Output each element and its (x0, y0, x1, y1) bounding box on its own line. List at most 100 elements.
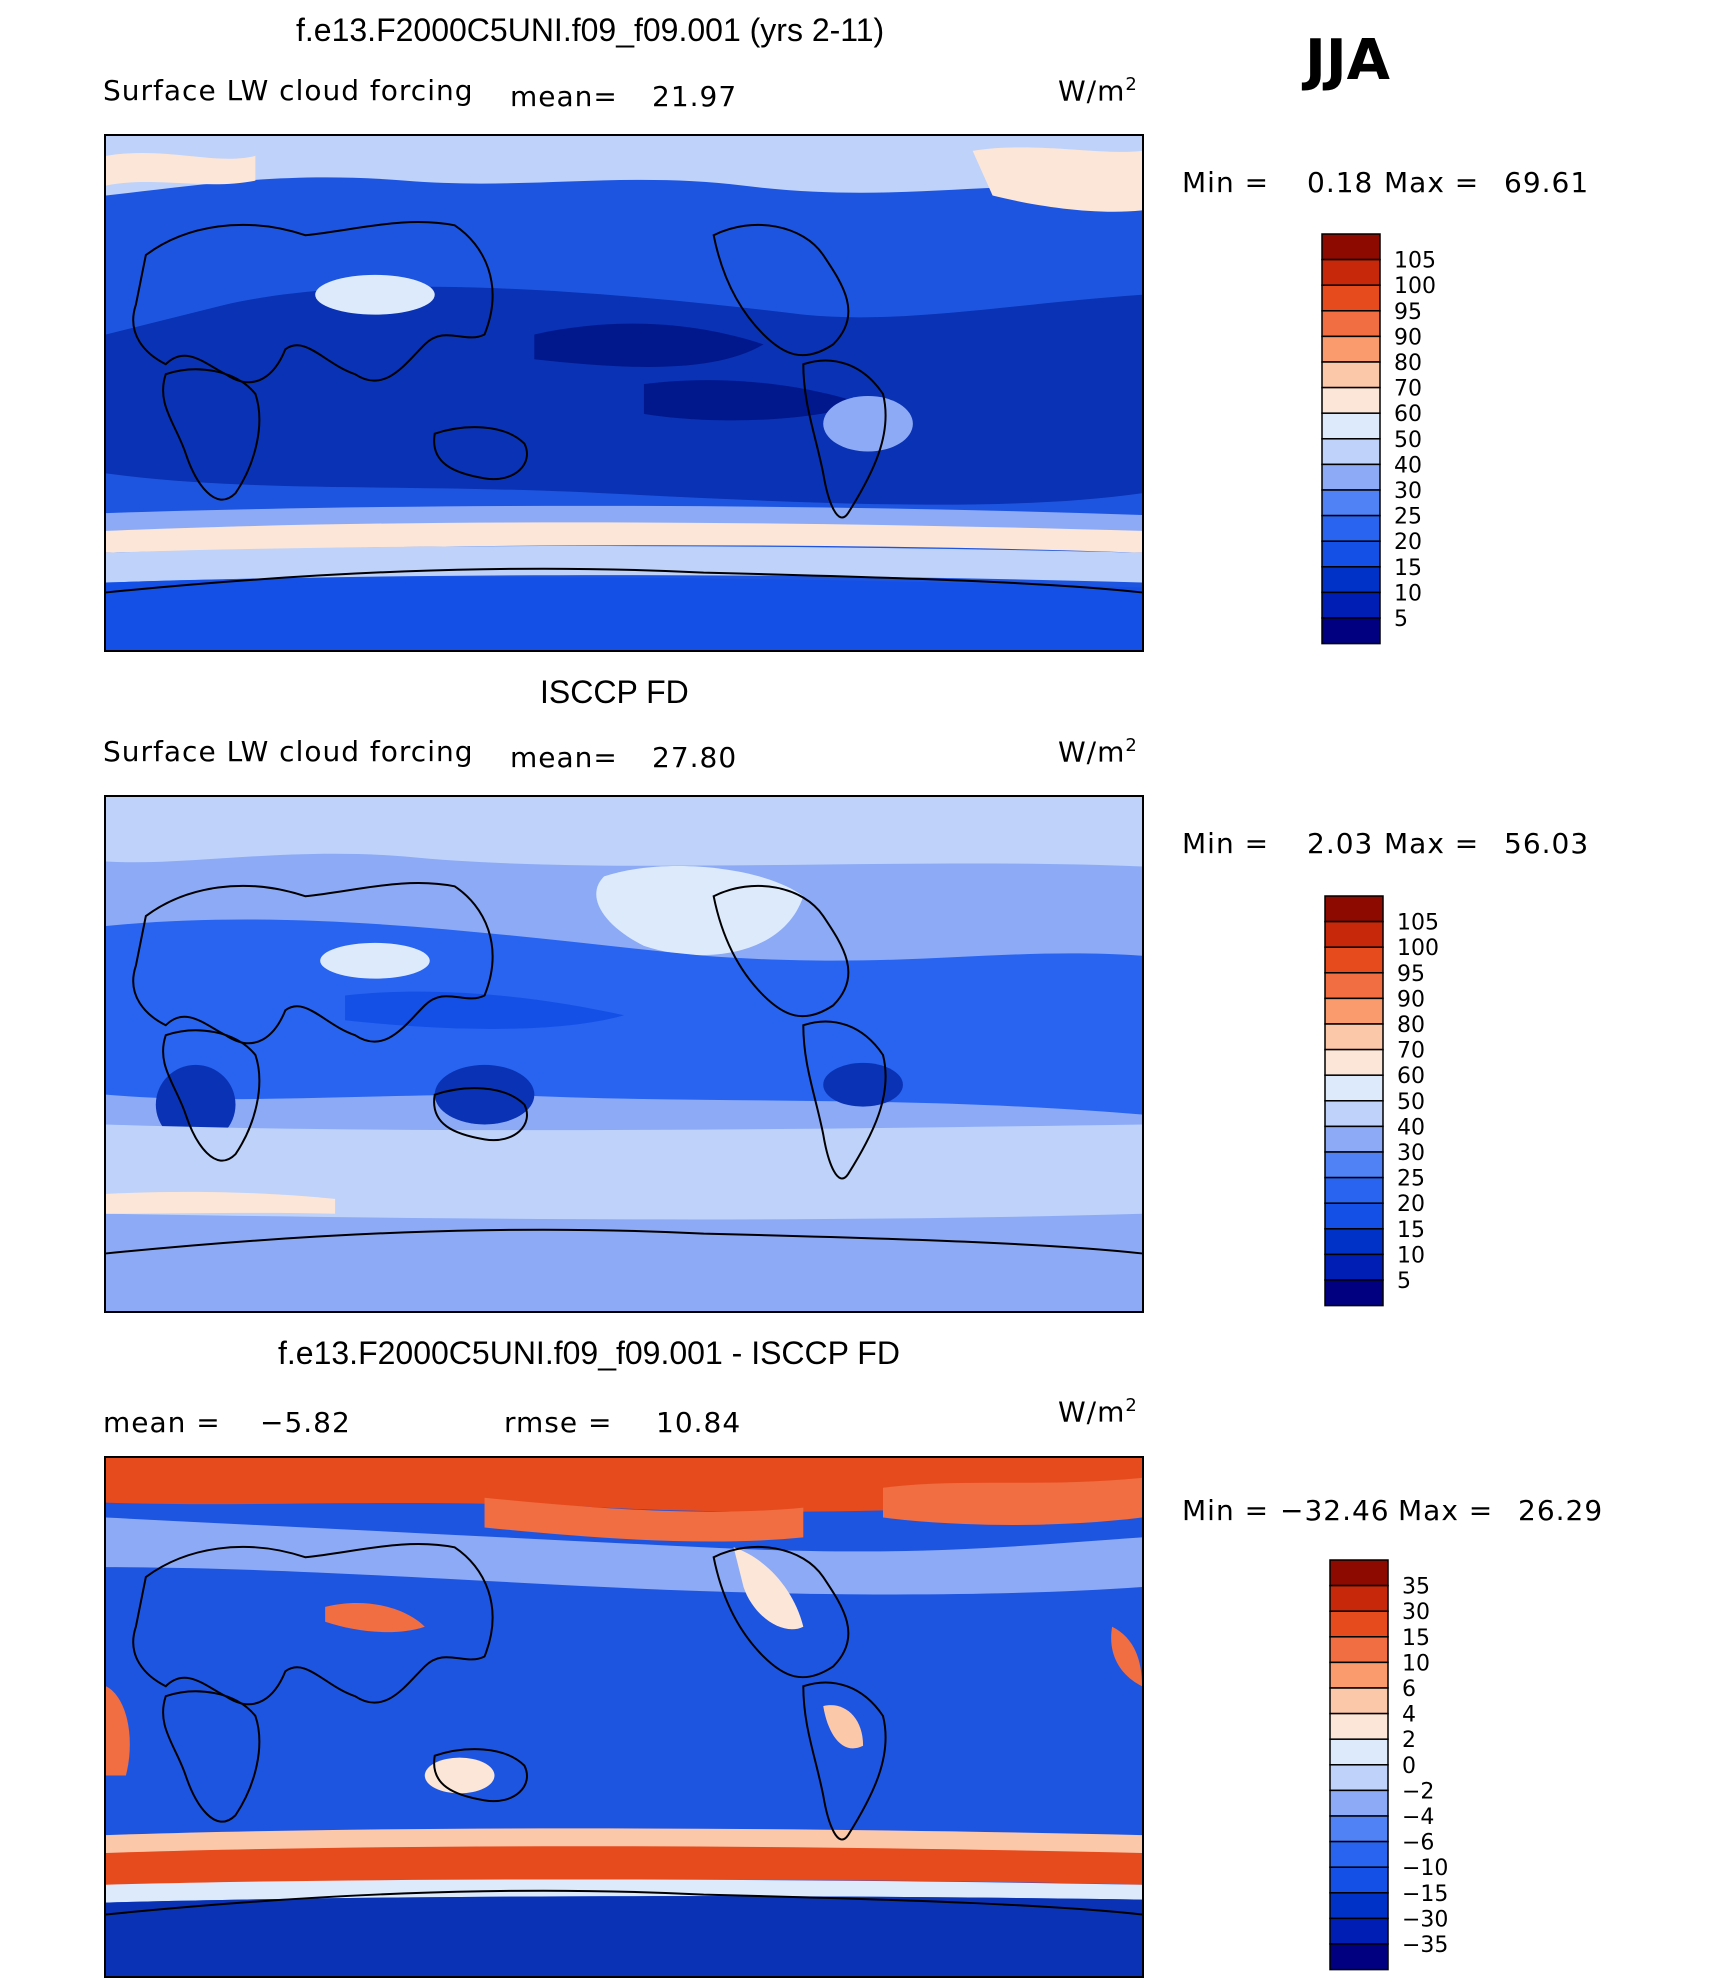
colorbar-1-label-13: 100 (1397, 936, 1439, 961)
colorbar-1-label-2: 15 (1397, 1218, 1425, 1243)
colorbar-1-label-1: 10 (1397, 1243, 1425, 1268)
p2-antarctica-field (106, 1243, 1142, 1311)
panel3-max-value: 26.29 (1518, 1494, 1604, 1527)
colorbar-1-label-12: 95 (1397, 962, 1425, 987)
colorbar-0-box-1 (1321, 591, 1381, 619)
p1-arctic-warm (106, 152, 256, 186)
p3-samerica-coast (802, 1681, 887, 1841)
colorbar-1-label-0: 5 (1397, 1269, 1411, 1294)
colorbar-2-label-4: −6 (1402, 1831, 1434, 1856)
colorbar-0-label-11: 90 (1394, 325, 1422, 350)
colorbar-2-label-6: −2 (1402, 1779, 1434, 1804)
panel3-field (106, 1458, 1142, 1976)
colorbar-1-label-5: 30 (1397, 1141, 1425, 1166)
p3-atlantic-warm (1111, 1626, 1142, 1687)
colorbar-0-label-2: 15 (1394, 556, 1422, 581)
panel3-mean-value: −5.82 (260, 1406, 351, 1439)
colorbar-1-box-13 (1324, 946, 1384, 974)
colorbar-2-label-14: 35 (1402, 1575, 1430, 1600)
colorbar-2-box-13 (1329, 1610, 1389, 1638)
panel3-min-value: −32.46 (1280, 1494, 1390, 1527)
colorbar-2-label-11: 10 (1402, 1651, 1430, 1676)
colorbar-0-box-13 (1321, 284, 1381, 312)
p3-eurasia-coast (132, 1542, 494, 1706)
colorbar-2-label-9: 4 (1402, 1703, 1416, 1728)
colorbar-2-box-12 (1329, 1636, 1389, 1664)
colorbar-0-box-10 (1321, 361, 1381, 389)
colorbar-2-label-7: 0 (1402, 1754, 1416, 1779)
p1-namerica-coast (712, 223, 850, 357)
panel1-max-value: 69.61 (1504, 166, 1590, 199)
colorbar-2-box-6 (1329, 1789, 1389, 1817)
p3-antarctic-dark (106, 1896, 1142, 1976)
colorbar-2-box-3 (1329, 1866, 1389, 1894)
colorbar-1-box-5 (1324, 1151, 1384, 1179)
panel3-map (104, 1456, 1144, 1978)
colorbar-0-label-4: 25 (1394, 505, 1422, 530)
colorbar-1-label-3: 20 (1397, 1192, 1425, 1217)
p3-coastlines (106, 1542, 1142, 1916)
colorbar-2-box-9 (1329, 1712, 1389, 1740)
p3-australia-coast (433, 1748, 528, 1803)
p2-australia-coast (433, 1087, 528, 1142)
colorbar-1-box-3 (1324, 1202, 1384, 1230)
p3-midlat-light (106, 1517, 1142, 1595)
colorbar-1-box-8 (1324, 1074, 1384, 1102)
colorbar-0-box-2 (1321, 566, 1381, 594)
p1-antarctica-field (106, 577, 1142, 650)
panel1-colorbar: 105 100 95 90 80 70 60 50 40 30 25 20 15 10 5 (1320, 232, 1470, 647)
panel1-units: W/m2 (1058, 74, 1138, 108)
panel3-max-label: Max = (1398, 1494, 1494, 1527)
panel2-min-value: 2.03 (1307, 827, 1374, 860)
p2-namerica-coast (712, 884, 850, 1018)
p2-npacific-light (596, 866, 804, 956)
p3-antarctica-coast (106, 1889, 1142, 1916)
panel1-map (104, 134, 1144, 652)
p3-westafrica-warm (106, 1686, 130, 1776)
colorbar-1-box-10 (1324, 1023, 1384, 1051)
colorbar-1-box-9 (1324, 1048, 1384, 1076)
panel1-min-label: Min = (1182, 166, 1270, 199)
colorbar-0-label-6: 40 (1394, 453, 1422, 478)
panel1-mean-value: 21.97 (652, 80, 738, 113)
colorbar-0-box-0 (1321, 617, 1381, 645)
p1-africa-coast (162, 368, 261, 501)
panel2-title: ISCCP FD (540, 674, 689, 710)
colorbar-1-label-11: 90 (1397, 987, 1425, 1012)
colorbar-0-label-7: 50 (1394, 428, 1422, 453)
colorbar-0-box-12 (1321, 310, 1381, 338)
panel2-field (106, 797, 1142, 1311)
colorbar-0-box-14 (1321, 258, 1381, 286)
p3-greenland-orange (883, 1477, 1142, 1525)
panel3-rmse-label: rmse = (504, 1406, 613, 1439)
colorbar-0-label-0: 5 (1394, 607, 1408, 632)
colorbar-0-label-10: 80 (1394, 351, 1422, 376)
panel3-colorbar: 35 30 15 10 6 4 2 0 −2 −4 −6 −10 −15 −30 −35 (1328, 1558, 1478, 1973)
colorbar-0-box-15 (1321, 233, 1381, 261)
colorbar-1-box-15 (1324, 895, 1384, 923)
colorbar-2-label-10: 6 (1402, 1677, 1416, 1702)
colorbar-1-box-6 (1324, 1125, 1384, 1153)
p1-tibet-light (315, 274, 435, 315)
panel1-mean-label: mean= (510, 80, 618, 113)
colorbar-0-box-5 (1321, 489, 1381, 517)
p1-antarctica-coast (106, 567, 1142, 594)
colorbar-2-box-14 (1329, 1584, 1389, 1612)
panel3-min-label: Min = (1182, 1494, 1270, 1527)
colorbar-1-label-10: 80 (1397, 1013, 1425, 1038)
colorbar-0-label-13: 100 (1394, 274, 1436, 299)
colorbar-0-box-11 (1321, 335, 1381, 363)
p2-africa-dark (155, 1064, 236, 1145)
p1-samerica-coast (802, 359, 887, 519)
colorbar-2-box-10 (1329, 1687, 1389, 1715)
colorbar-0-label-12: 95 (1394, 300, 1422, 325)
p2-samerica-coast (802, 1020, 887, 1180)
colorbar-1-box-7 (1324, 1100, 1384, 1128)
colorbar-2-label-12: 15 (1402, 1626, 1430, 1651)
p1-sepac-light (823, 395, 913, 452)
colorbar-2-label-0: −35 (1402, 1933, 1448, 1958)
colorbar-2-label-1: −30 (1402, 1907, 1448, 1932)
colorbar-2-box-15 (1329, 1559, 1389, 1587)
